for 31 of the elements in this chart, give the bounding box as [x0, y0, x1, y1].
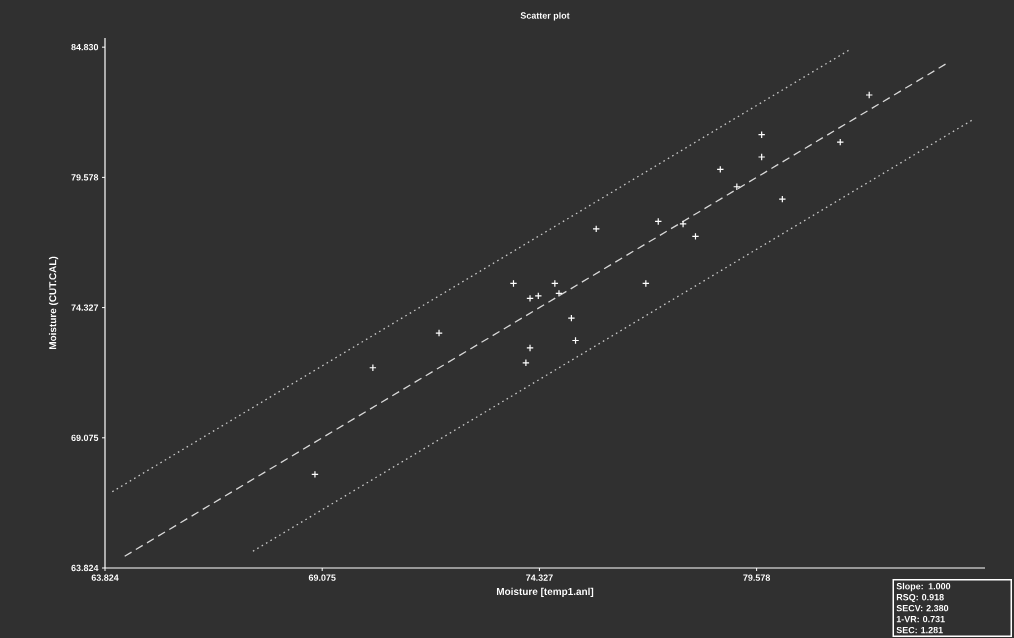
- point: [369, 363, 377, 372]
- y-tick-label: 69.075: [71, 434, 99, 441]
- point: [534, 292, 543, 300]
- text: Slope: 1.000: [896, 582, 951, 592]
- point: [865, 91, 873, 99]
- y-axis-title: Moisture (CUT.CAL): [48, 256, 59, 350]
- x-tick-label: 79.578: [743, 574, 771, 581]
- text: RSQ: 0.918: [896, 594, 944, 603]
- x-tick-label: 74.327: [526, 574, 553, 581]
- point: [526, 294, 534, 303]
- point: [757, 153, 766, 161]
- point: [435, 329, 443, 337]
- point: [551, 279, 559, 288]
- point: [679, 220, 687, 228]
- x-tick-label: 69.075: [308, 574, 336, 581]
- y-tick-label: 63.824: [71, 564, 99, 572]
- chart-title: Scatter plot: [520, 12, 570, 21]
- text: SEC: 1.281: [896, 626, 943, 634]
- point: [836, 138, 845, 146]
- y-tick-label: 84.830: [71, 43, 99, 51]
- point: [311, 470, 319, 479]
- y-tick-label: 79.578: [71, 174, 99, 181]
- y-tick-label: 74.327: [71, 304, 99, 311]
- point: [592, 225, 601, 233]
- text: SECV: 2.380: [896, 604, 949, 612]
- point: [526, 344, 534, 352]
- point: [522, 359, 530, 367]
- text: 1-VR: 0.731: [896, 615, 945, 623]
- x-axis-title: Moisture [temp1.anl]: [496, 587, 594, 597]
- point: [555, 289, 563, 298]
- x-tick-label: 63.824: [91, 574, 119, 581]
